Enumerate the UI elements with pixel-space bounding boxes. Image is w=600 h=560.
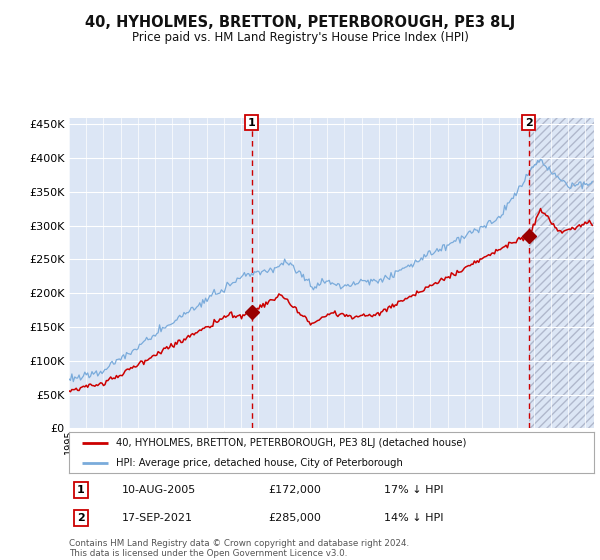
- Text: Contains HM Land Registry data © Crown copyright and database right 2024.
This d: Contains HM Land Registry data © Crown c…: [69, 539, 409, 558]
- Text: 1: 1: [77, 485, 85, 495]
- Text: Price paid vs. HM Land Registry's House Price Index (HPI): Price paid vs. HM Land Registry's House …: [131, 31, 469, 44]
- Text: 17% ↓ HPI: 17% ↓ HPI: [384, 485, 443, 495]
- Text: £172,000: £172,000: [269, 485, 322, 495]
- Text: £285,000: £285,000: [269, 513, 322, 522]
- Text: 17-SEP-2021: 17-SEP-2021: [121, 513, 193, 522]
- Text: HPI: Average price, detached house, City of Peterborough: HPI: Average price, detached house, City…: [116, 458, 403, 468]
- Text: 2: 2: [525, 118, 533, 128]
- Text: 2: 2: [77, 513, 85, 522]
- Text: 1: 1: [248, 118, 256, 128]
- Text: 14% ↓ HPI: 14% ↓ HPI: [384, 513, 443, 522]
- Text: 10-AUG-2005: 10-AUG-2005: [121, 485, 196, 495]
- Text: 40, HYHOLMES, BRETTON, PETERBOROUGH, PE3 8LJ: 40, HYHOLMES, BRETTON, PETERBOROUGH, PE3…: [85, 15, 515, 30]
- Text: 40, HYHOLMES, BRETTON, PETERBOROUGH, PE3 8LJ (detached house): 40, HYHOLMES, BRETTON, PETERBOROUGH, PE3…: [116, 438, 467, 449]
